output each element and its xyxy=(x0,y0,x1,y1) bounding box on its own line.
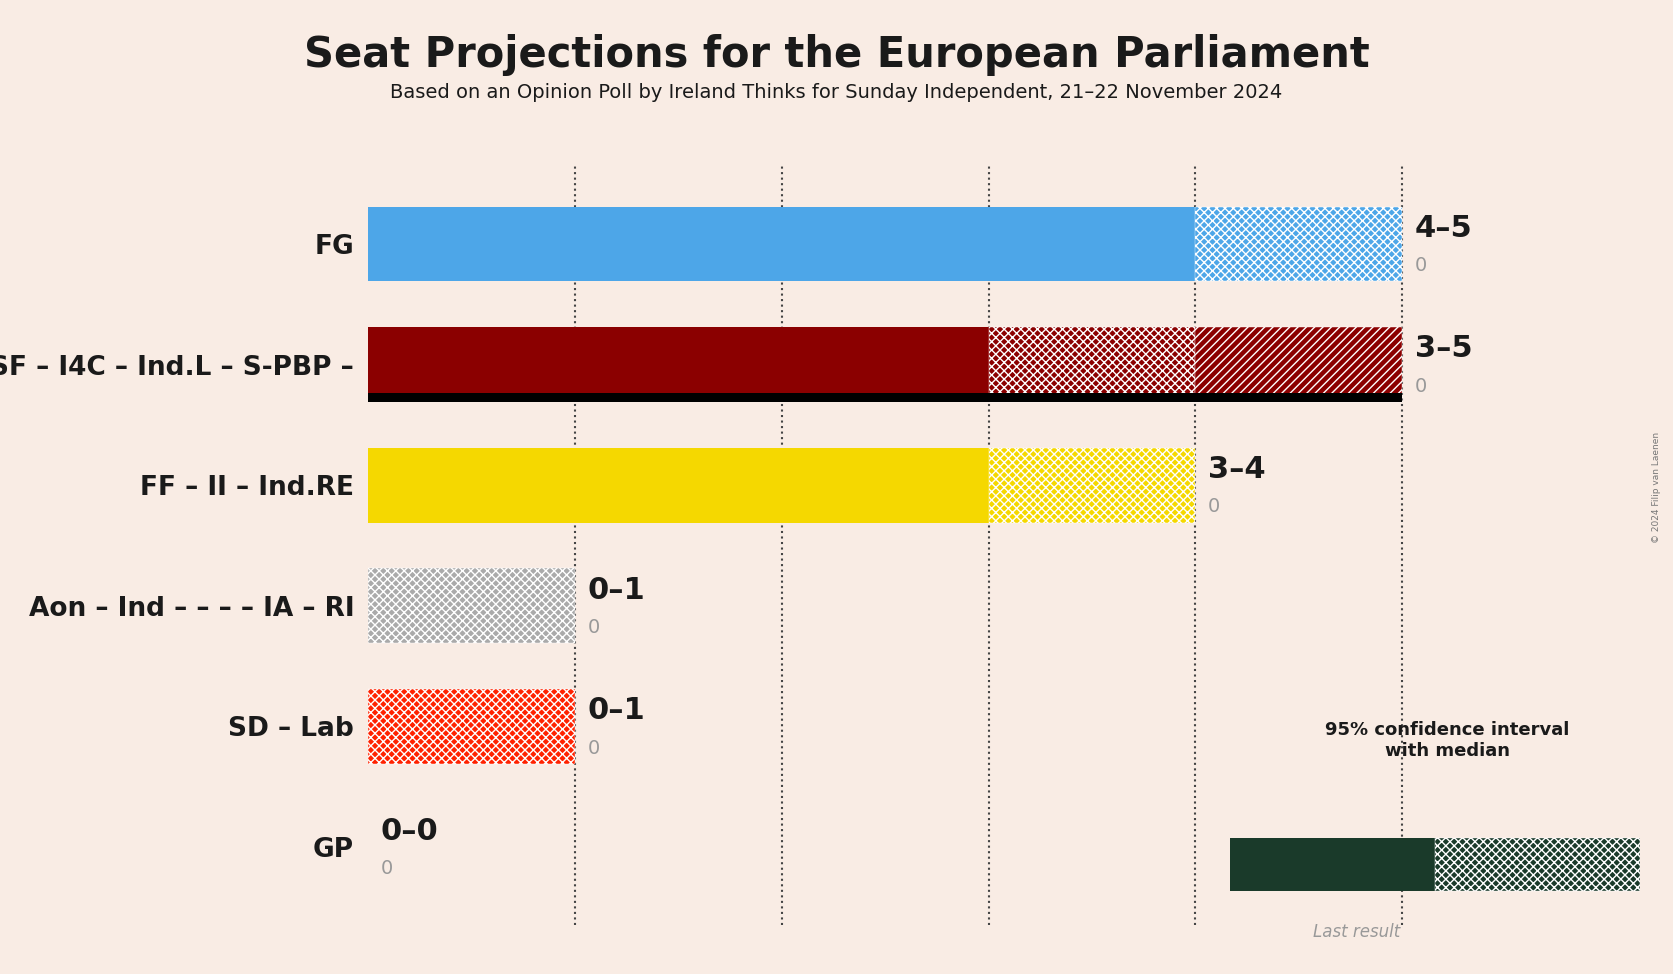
Bar xyxy=(368,689,576,764)
Text: 0–1: 0–1 xyxy=(587,576,646,605)
Text: 3–4: 3–4 xyxy=(1208,455,1265,484)
Text: 0–0: 0–0 xyxy=(380,817,438,845)
Text: 4–5: 4–5 xyxy=(1415,213,1472,243)
Bar xyxy=(1196,206,1402,281)
Bar xyxy=(368,327,989,402)
Text: 0: 0 xyxy=(380,859,393,879)
Text: © 2024 Filip van Laenen: © 2024 Filip van Laenen xyxy=(1653,431,1661,543)
Bar xyxy=(368,393,1402,402)
Bar xyxy=(368,206,1196,281)
Text: 0–1: 0–1 xyxy=(587,696,646,726)
Text: 0: 0 xyxy=(587,618,599,637)
Bar xyxy=(1230,838,1434,891)
Bar xyxy=(989,448,1196,522)
Bar xyxy=(1434,838,1640,891)
Text: 3–5: 3–5 xyxy=(1415,334,1472,363)
Text: Seat Projections for the European Parliament: Seat Projections for the European Parlia… xyxy=(303,34,1370,76)
Text: Based on an Opinion Poll by Ireland Thinks for Sunday Independent, 21–22 Novembe: Based on an Opinion Poll by Ireland Thin… xyxy=(390,83,1283,102)
Bar xyxy=(368,569,576,643)
Bar xyxy=(1196,327,1402,402)
Text: 95% confidence interval
with median: 95% confidence interval with median xyxy=(1325,721,1569,760)
Text: 0: 0 xyxy=(1415,256,1427,276)
Text: Last result: Last result xyxy=(1313,923,1400,941)
Text: 0: 0 xyxy=(1208,498,1220,516)
Text: 0: 0 xyxy=(587,738,599,758)
Bar xyxy=(989,327,1196,402)
Text: 0: 0 xyxy=(1415,377,1427,395)
Bar xyxy=(368,448,989,522)
